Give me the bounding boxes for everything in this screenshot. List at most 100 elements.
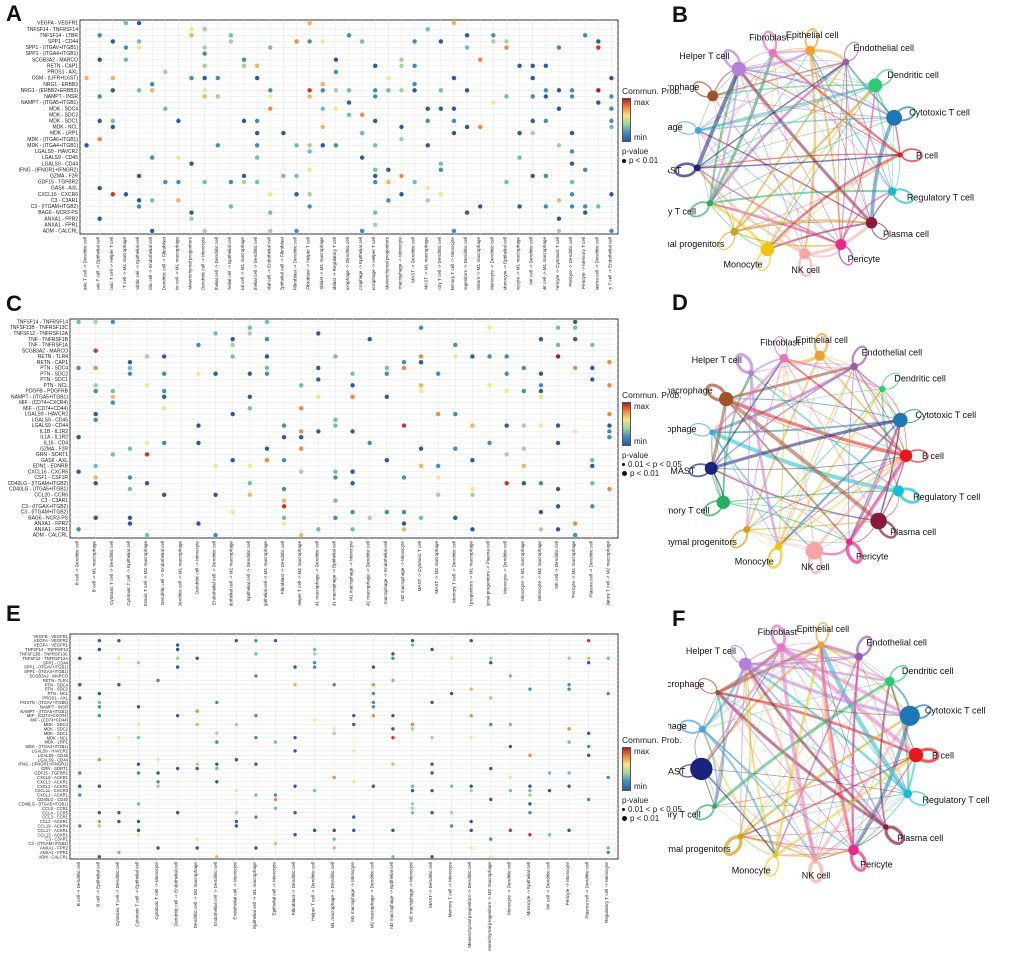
y-tick-label: NRG1 - ERBB3 [43,82,78,88]
data-point [590,481,595,486]
data-point [538,371,544,376]
x-tick-label: Dendritic cell -> Mesenchymal progenitor… [188,236,193,290]
node-label: MAST [668,766,686,776]
data-point [215,143,220,148]
data-point [567,687,571,691]
data-point [572,521,578,526]
data-point [307,94,312,99]
data-point [438,39,444,44]
data-point [320,88,325,93]
legend-e-p2: 0.01 < p < 0.05 [628,805,682,814]
data-point [418,463,424,469]
data-point [213,331,218,336]
network-edge [698,117,895,132]
network-node [842,58,850,66]
data-point [469,713,473,718]
network-node [774,542,783,551]
x-tick-label: Endothelial cell -> M1 macrophage [240,237,245,290]
data-point [346,88,352,93]
data-point [333,106,339,111]
data-point [567,828,571,832]
x-tick-label: Plasma cell -> Dendritic cell [585,862,590,919]
network-edge [696,61,847,169]
network-edge [751,363,855,374]
data-point [489,837,493,841]
node-label: Dendritic cell [887,70,939,80]
network-edge [746,520,879,531]
data-point [508,744,513,749]
data-point [333,475,338,480]
data-point [136,88,142,93]
x-tick-label: Monocyte -> M1 macrophage [520,541,525,601]
data-point [332,731,336,735]
data-point [547,771,552,775]
data-point [110,75,116,81]
data-point [176,179,181,185]
data-point [569,149,575,154]
legend-c: Commun. Prob. max min p-value 0.01 < p <… [622,390,682,478]
y-tick-label: TNFSF14 - TNFRSF14 [27,27,79,33]
data-point [590,463,595,469]
data-point [352,713,356,718]
x-tick-label: M2 macrophage -> Monocyte [409,862,414,922]
data-point [418,388,424,394]
x-tick-label: Fibroblast -> Dendritic cell [280,541,285,594]
data-point [333,423,338,428]
network-node [709,429,716,436]
data-point [391,855,395,859]
data-point [430,771,434,775]
x-tick-label: Fibroblast -> Dendritic cell [291,862,296,915]
data-point [127,515,133,521]
data-point [384,509,390,515]
data-point [136,45,142,50]
data-point [449,656,454,660]
network-node [768,48,778,58]
y-tick-label: ADM - CALCRL [43,229,79,235]
data-point [410,784,415,788]
network-edge [740,664,746,837]
y-tick-label: EDN1 - EDNRB [33,464,69,470]
x-tick-label: Dendritic cell -> M2 macrophage [193,862,198,929]
network-edge [709,189,893,205]
data-point [412,88,417,93]
node-label: NK cell [791,265,820,275]
network-edge [853,754,917,851]
data-point [567,727,571,731]
data-point [449,811,454,815]
y-tick-label: RETN - CAP1 [47,63,78,69]
data-point [78,683,82,687]
data-point [607,411,612,417]
network-edge [746,388,883,530]
data-point [521,446,527,451]
node-label: B cell [922,451,944,461]
data-point [156,771,160,775]
network-edge [845,61,893,192]
data-point [401,360,407,365]
x-tick-label: NK cell -> Dendritic cell [529,237,534,285]
network-edge [772,52,901,156]
y-tick-label: LGALS9 - HAVCR2 [32,749,69,754]
x-tick-label: MAST -> M2 macrophage [434,541,439,594]
network-edge [820,644,911,717]
data-point [590,458,595,463]
x-tick-label: Cytotoxic T cell -> M2 macrophage [143,541,148,606]
network-edge [708,68,740,204]
data-point [93,319,98,325]
data-point [487,325,492,330]
network-edge [781,647,854,851]
data-point [569,88,575,93]
data-point [555,527,561,532]
x-tick-label: M1 macrophage -> Helper T cell [371,237,376,290]
data-point [449,824,454,828]
node-label: Cytotoxic T cell [909,107,970,117]
x-tick-label: Cytotoxic T cell -> Dendritic cell [115,862,120,926]
network-node [908,747,924,763]
data-point [332,683,336,687]
legend-e-p1: p < 0.01 [630,814,660,823]
data-point [606,850,610,855]
data-point [264,365,270,371]
data-point [572,325,578,330]
data-point [567,784,571,788]
y-tick-label: C3 - (ITGAM+ITGB2) [28,841,68,846]
x-tick-label: Plasma cell -> Dendritic cell [588,541,593,598]
